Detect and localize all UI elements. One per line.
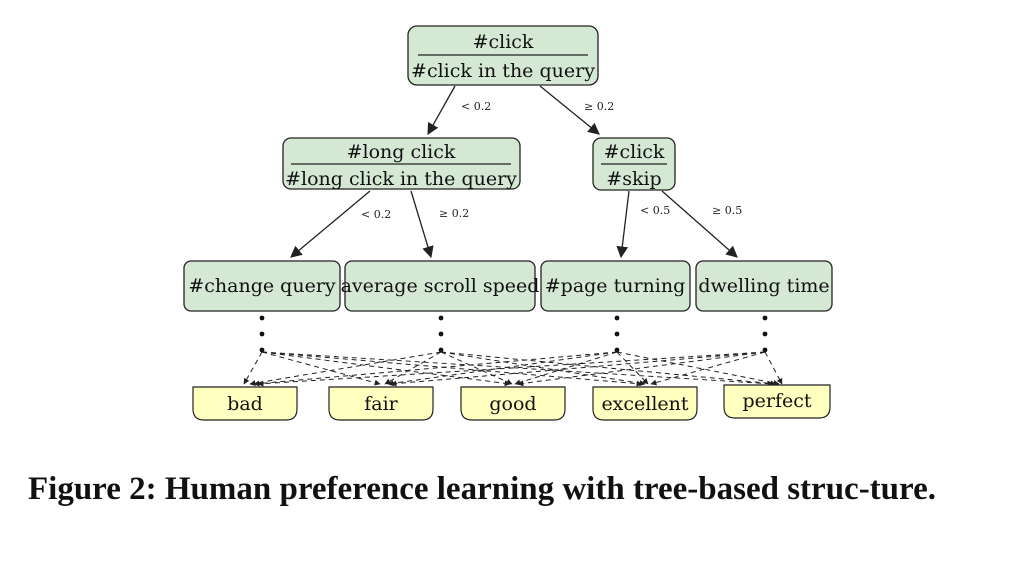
- svg-text:average scroll speed: average scroll speed: [341, 275, 540, 297]
- skip-numerator: #click: [604, 141, 665, 163]
- label-node-good: good: [460, 386, 566, 421]
- long-click-numerator: #long click: [347, 141, 456, 163]
- edge-label-skip-right: ≥ 0.5: [712, 204, 742, 217]
- svg-text:bad: bad: [227, 393, 263, 415]
- edge-label-root-left: < 0.2: [461, 100, 491, 113]
- edge-skip-page: [616, 190, 630, 259]
- svg-text:fair: fair: [364, 393, 398, 415]
- figure-caption: Figure 2: Human preference learning with…: [28, 471, 936, 507]
- feature-node-page-turning: #page turning: [540, 260, 691, 312]
- svg-text:#change query: #change query: [188, 275, 336, 297]
- feature-node-change-query: #change query: [183, 260, 341, 312]
- label-node-bad: bad: [192, 386, 298, 421]
- tree-diagram: #click #click in the query #long click #…: [183, 25, 833, 421]
- edge-long-change: [290, 190, 371, 258]
- skip-node: #click #skip: [592, 137, 676, 191]
- long-click-node: #long click #long click in the query: [282, 137, 521, 190]
- label-node-fair: fair: [328, 386, 434, 421]
- label-node-perfect: perfect: [723, 384, 831, 419]
- edge-label-long-left: < 0.2: [361, 208, 391, 221]
- edge-label-skip-left: < 0.5: [640, 204, 670, 217]
- root-denominator: #click in the query: [411, 60, 595, 82]
- long-click-denominator: #long click in the query: [285, 168, 517, 190]
- root-node: #click #click in the query: [407, 25, 599, 86]
- edge-root-skip: [539, 85, 600, 135]
- feature-node-scroll-speed: average scroll speed: [341, 260, 540, 312]
- edge-skip-dwell: [661, 190, 738, 258]
- svg-text:excellent: excellent: [601, 393, 688, 415]
- edge-label-root-right: ≥ 0.2: [584, 100, 614, 113]
- dashed-connections: [243, 351, 783, 387]
- label-node-excellent: excellent: [592, 386, 698, 421]
- edge-long-scroll: [410, 190, 434, 259]
- root-numerator: #click: [473, 31, 534, 53]
- edge-root-long: [427, 85, 456, 136]
- ellipsis-dots: [259, 315, 768, 353]
- svg-text:perfect: perfect: [742, 390, 811, 412]
- svg-text:dwelling time: dwelling time: [698, 275, 829, 297]
- skip-denominator: #skip: [606, 168, 661, 190]
- svg-text:good: good: [489, 393, 536, 415]
- feature-node-dwelling-time: dwelling time: [695, 260, 833, 312]
- svg-text:#page turning: #page turning: [545, 275, 686, 297]
- edge-label-long-right: ≥ 0.2: [439, 207, 469, 220]
